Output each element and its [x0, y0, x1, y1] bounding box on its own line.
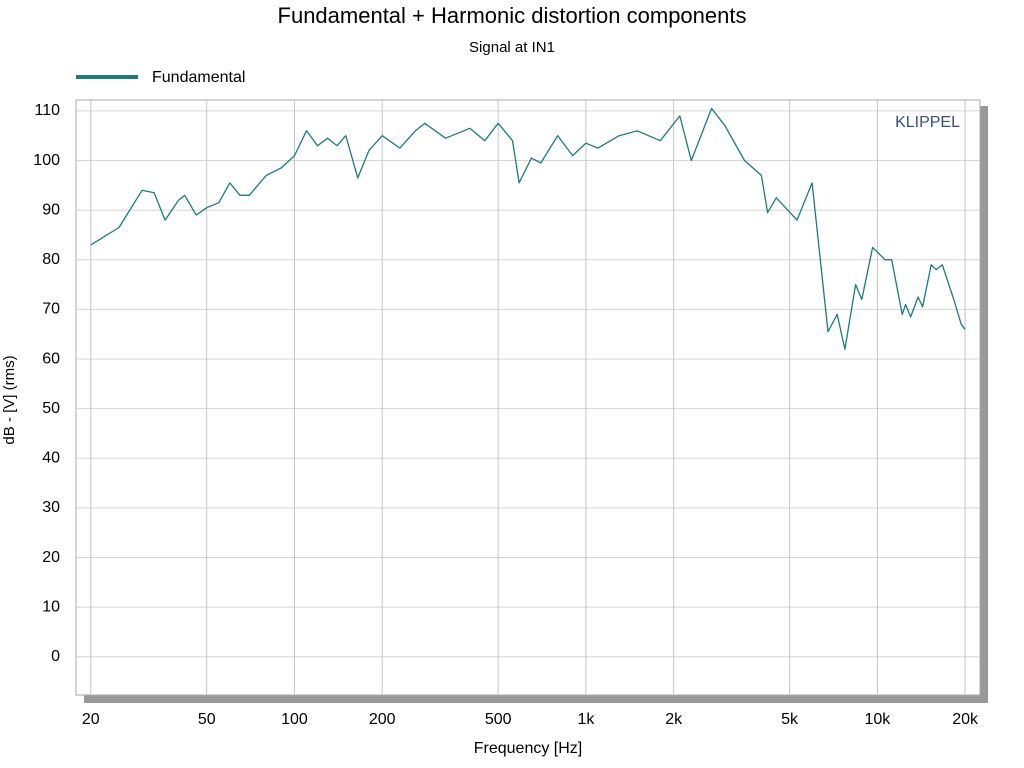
x-tick-label: 200	[369, 711, 396, 728]
y-tick-label: 50	[42, 400, 60, 417]
x-tick-label: 50	[198, 711, 216, 728]
y-tick-label: 70	[42, 301, 60, 318]
x-tick-label: 100	[281, 711, 308, 728]
y-tick-label: 100	[33, 152, 60, 169]
y-tick-label: 0	[51, 648, 60, 665]
y-axis-label: dB - [V] (rms)	[1, 355, 18, 444]
chart-title: Fundamental + Harmonic distortion compon…	[278, 3, 747, 28]
y-tick-label: 40	[42, 450, 60, 467]
y-tick-label: 110	[34, 102, 60, 119]
series-line	[90, 107, 966, 350]
y-tick-label: 90	[42, 201, 60, 218]
x-tick-label: 20	[82, 711, 100, 728]
y-tick-label: 10	[42, 598, 60, 615]
x-tick-label: 500	[485, 711, 512, 728]
x-tick-label: 1k	[577, 711, 595, 728]
plot-area	[75, 99, 981, 696]
y-tick-label: 60	[42, 350, 60, 367]
y-tick-label: 30	[42, 499, 60, 516]
chart-subtitle: Signal at IN1	[469, 39, 555, 56]
x-tick-label: 2k	[665, 711, 683, 728]
x-tick-label: 5k	[781, 711, 799, 728]
x-tick-label: 10k	[864, 711, 891, 728]
legend-label: Fundamental	[152, 69, 245, 86]
y-tick-label: 80	[42, 251, 60, 268]
watermark: KLIPPEL	[895, 114, 960, 131]
x-tick-label: 20k	[952, 711, 979, 728]
y-tick-label: 20	[42, 549, 60, 566]
x-axis-label: Frequency [Hz]	[474, 740, 582, 757]
